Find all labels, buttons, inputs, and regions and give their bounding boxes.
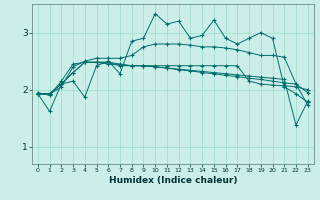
X-axis label: Humidex (Indice chaleur): Humidex (Indice chaleur) bbox=[108, 176, 237, 185]
